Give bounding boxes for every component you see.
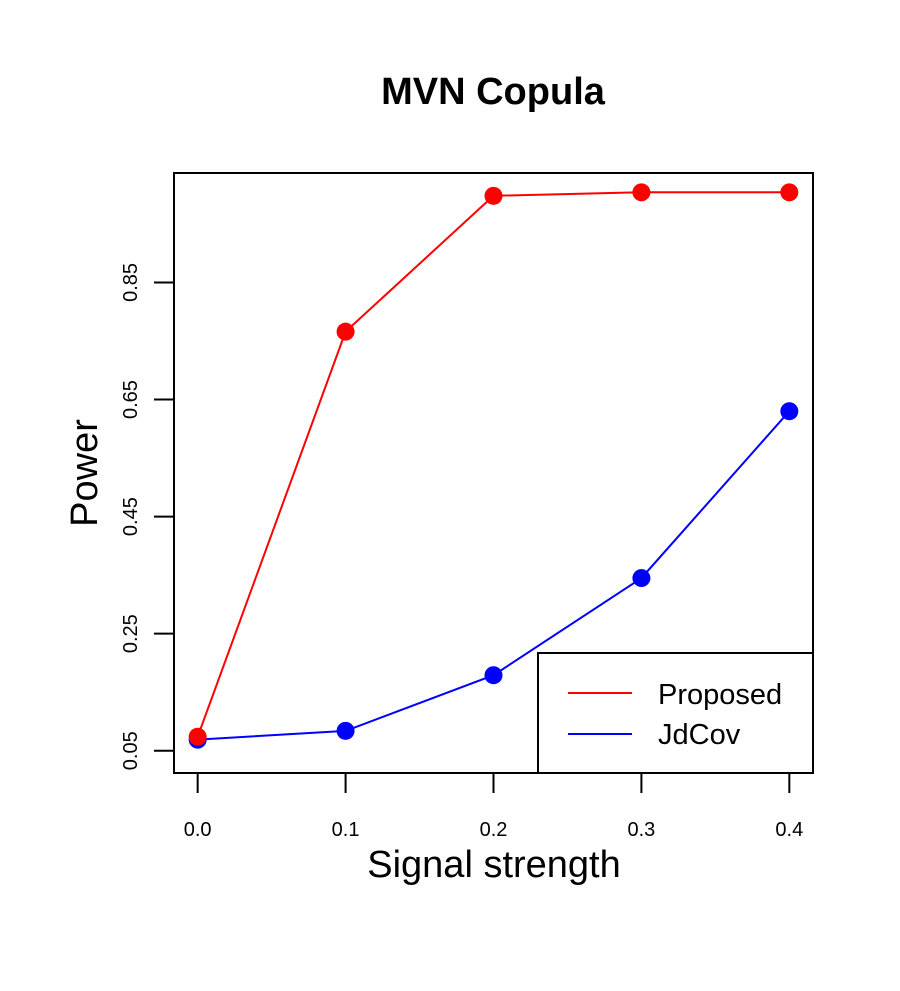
point-jdcov bbox=[336, 721, 355, 740]
y-axis-label: Power bbox=[64, 419, 106, 527]
legend: Proposed JdCov bbox=[537, 652, 814, 774]
x-axis: 0.0 0.1 0.2 0.3 0.4 bbox=[184, 772, 803, 841]
x-tick-label: 0.3 bbox=[628, 819, 656, 841]
x-axis-label: Signal strength bbox=[367, 844, 621, 886]
chart-title: MVN Copula bbox=[381, 71, 606, 113]
point-jdcov bbox=[780, 402, 799, 421]
x-tick-label: 0.1 bbox=[332, 819, 360, 841]
series-layer bbox=[188, 183, 799, 749]
point-proposed bbox=[336, 322, 355, 341]
y-tick-label: 0.45 bbox=[120, 497, 142, 536]
point-proposed bbox=[632, 183, 651, 202]
x-tick-label: 0.2 bbox=[480, 819, 508, 841]
point-proposed bbox=[188, 727, 207, 746]
y-tick-label: 0.85 bbox=[120, 263, 142, 302]
point-proposed bbox=[484, 186, 503, 205]
y-tick-label: 0.05 bbox=[120, 731, 142, 770]
y-tick-label: 0.65 bbox=[120, 380, 142, 419]
x-tick-label: 0.4 bbox=[775, 819, 803, 841]
y-axis: 0.05 0.25 0.45 0.65 0.85 bbox=[120, 263, 175, 770]
legend-label-jdcov: JdCov bbox=[658, 719, 741, 751]
legend-box bbox=[537, 652, 814, 774]
y-tick-label: 0.25 bbox=[120, 614, 142, 653]
legend-label-proposed: Proposed bbox=[658, 679, 782, 711]
point-jdcov bbox=[632, 569, 651, 588]
point-jdcov bbox=[484, 666, 503, 685]
point-proposed bbox=[780, 183, 799, 202]
x-tick-label: 0.0 bbox=[184, 819, 212, 841]
